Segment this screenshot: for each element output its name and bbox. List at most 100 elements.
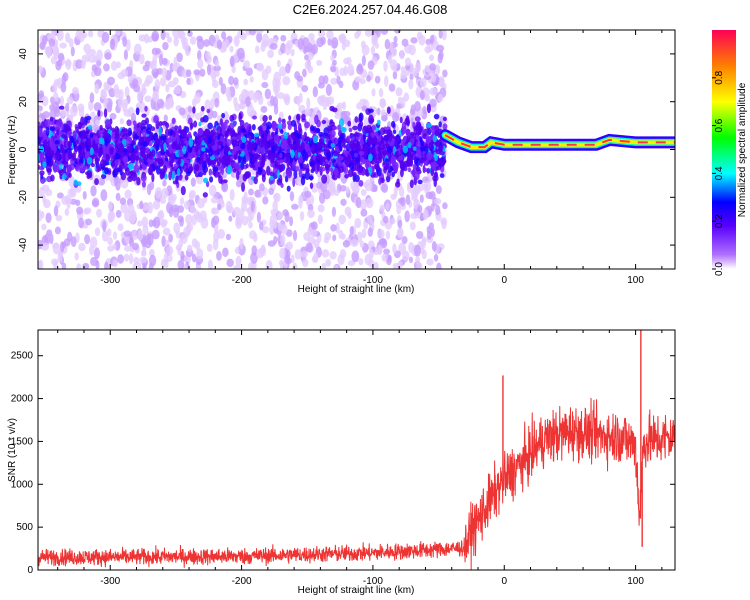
- spectrogram-noise-speck: [160, 30, 166, 41]
- spectrogram-noise-speck: [179, 217, 184, 227]
- spectrogram-noise-speck: [84, 234, 91, 245]
- spectrogram-noise-speck: [151, 30, 160, 42]
- spectrogram-band-speck: [269, 175, 274, 181]
- spectrogram-band-speck: [111, 134, 116, 139]
- spectrogram-noise-speck: [168, 233, 173, 243]
- spectrogram-noise-speck: [442, 202, 448, 210]
- spectrogram-band-speck: [338, 142, 343, 152]
- spectrogram-band-speck: [288, 115, 292, 121]
- spectrogram-noise-speck: [93, 102, 102, 112]
- spectrogram-band-speck: [434, 129, 440, 137]
- spectrogram-noise-speck: [361, 228, 367, 239]
- spectrogram-band-speck: [337, 124, 341, 131]
- spectrogram-band-speck: [333, 167, 339, 177]
- spectrogram-noise-speck: [72, 87, 79, 95]
- spectrogram-band-speck: [338, 118, 345, 128]
- spectrogram-noise-speck: [40, 211, 45, 219]
- spectrogram-band-speck: [159, 168, 166, 175]
- spectrogram-y-tick-label: 40: [18, 48, 29, 60]
- spectrogram-noise-speck: [405, 194, 411, 206]
- spectrogram-band-speck: [331, 107, 338, 113]
- spectrogram-band-speck: [291, 136, 298, 142]
- spectrogram-noise-speck: [269, 42, 278, 50]
- spectrogram-band-speck: [89, 147, 94, 156]
- spectrogram-band-speck: [146, 127, 152, 135]
- spectrogram-band-speck: [316, 163, 321, 172]
- spectrogram-band-speck: [201, 140, 205, 146]
- spectrogram-band-speck: [298, 168, 303, 178]
- spectrogram-noise-speck: [278, 111, 284, 119]
- spectrogram-noise-speck: [282, 93, 291, 104]
- spectrogram-noise-speck: [329, 186, 335, 194]
- spectrogram-band-speck: [201, 161, 207, 169]
- spectrogram-noise-speck: [113, 88, 122, 99]
- spectrogram-band-speck: [141, 180, 146, 188]
- spectrogram-noise-speck: [310, 229, 318, 237]
- spectrogram-noise-speck: [341, 101, 347, 111]
- spectrogram-noise-speck: [326, 30, 334, 40]
- spectrogram-band-speck: [212, 166, 219, 172]
- spectrogram-band-speck: [55, 159, 62, 166]
- spectrogram-noise-speck: [437, 52, 443, 64]
- spectrogram-band-speck: [61, 174, 67, 180]
- spectrogram-band-speck: [269, 171, 275, 177]
- spectrogram-band-speck: [43, 132, 48, 141]
- spectrogram-band-speck: [187, 131, 192, 140]
- spectrogram-noise-speck: [199, 68, 206, 77]
- snr-y-tick-label: 0: [27, 565, 33, 576]
- spectrogram-band-speck: [433, 178, 437, 188]
- spectrogram-noise-speck: [367, 227, 373, 237]
- spectrogram-noise-speck: [207, 63, 212, 76]
- snr-x-tick-label: -300: [100, 576, 120, 587]
- spectrogram-noise-speck: [249, 76, 254, 83]
- spectrogram-noise-speck: [115, 210, 122, 218]
- spectrogram-band-speck: [58, 105, 65, 110]
- spectrogram-noise-speck: [225, 86, 231, 98]
- spectrogram-band-speck: [388, 141, 395, 147]
- spectrogram-band-speck: [154, 157, 161, 162]
- spectrogram-noise-speck: [392, 112, 400, 123]
- spectrogram-noise-speck: [153, 216, 161, 229]
- spectrogram-noise-speck: [330, 224, 337, 232]
- spectrogram-noise-speck: [143, 79, 151, 87]
- spectrogram-noise-speck: [88, 30, 94, 38]
- spectrogram-noise-speck: [124, 189, 132, 199]
- spectrogram-noise-speck: [76, 206, 84, 215]
- spectrogram-noise-speck: [243, 191, 248, 203]
- spectrogram-band-speck: [370, 132, 376, 138]
- spectrogram-noise-speck: [331, 37, 339, 49]
- spectrogram-noise-speck: [189, 204, 196, 214]
- spectrogram-noise-speck: [89, 236, 98, 249]
- spectrogram-noise-speck: [349, 226, 354, 236]
- spectrogram-band-speck: [261, 153, 266, 161]
- spectrogram-band-speck: [420, 141, 425, 147]
- spectrogram-noise-speck: [82, 191, 87, 200]
- spectrogram-noise-speck: [38, 65, 44, 74]
- spectrogram-noise-speck: [163, 114, 168, 123]
- spectrogram-noise-speck: [60, 109, 65, 118]
- spectrogram-noise-speck: [347, 260, 356, 267]
- spectrogram-noise-speck: [436, 44, 445, 52]
- spectrogram-band-speck: [101, 140, 105, 145]
- spectrogram-noise-speck: [402, 250, 410, 262]
- spectrogram-noise-speck: [346, 56, 352, 66]
- spectrogram-band-speck: [135, 155, 140, 161]
- spectrogram-band-speck: [163, 142, 167, 152]
- spectrogram-noise-speck: [254, 189, 261, 198]
- spectrogram-band-speck: [178, 176, 183, 181]
- spectrogram-noise-speck: [279, 66, 287, 77]
- spectrogram-band-speck: [116, 153, 121, 159]
- spectrogram-noise-speck: [400, 71, 407, 80]
- snr-frame: [37, 329, 676, 571]
- spectrogram-band-speck: [347, 120, 352, 127]
- spectrogram-noise-speck: [76, 263, 82, 269]
- spectrogram-noise-speck: [253, 92, 258, 103]
- snr-x-tick-label: 0: [501, 576, 507, 587]
- spectrogram-band-speck: [109, 146, 114, 155]
- spectrogram-noise-speck: [268, 187, 275, 195]
- spectrogram-band-speck: [230, 155, 235, 160]
- spectrogram-noise-speck: [360, 208, 368, 217]
- spectrogram-noise-speck: [137, 220, 143, 227]
- spectrogram-band-speck: [80, 116, 85, 127]
- spectrogram-noise-speck: [139, 101, 146, 113]
